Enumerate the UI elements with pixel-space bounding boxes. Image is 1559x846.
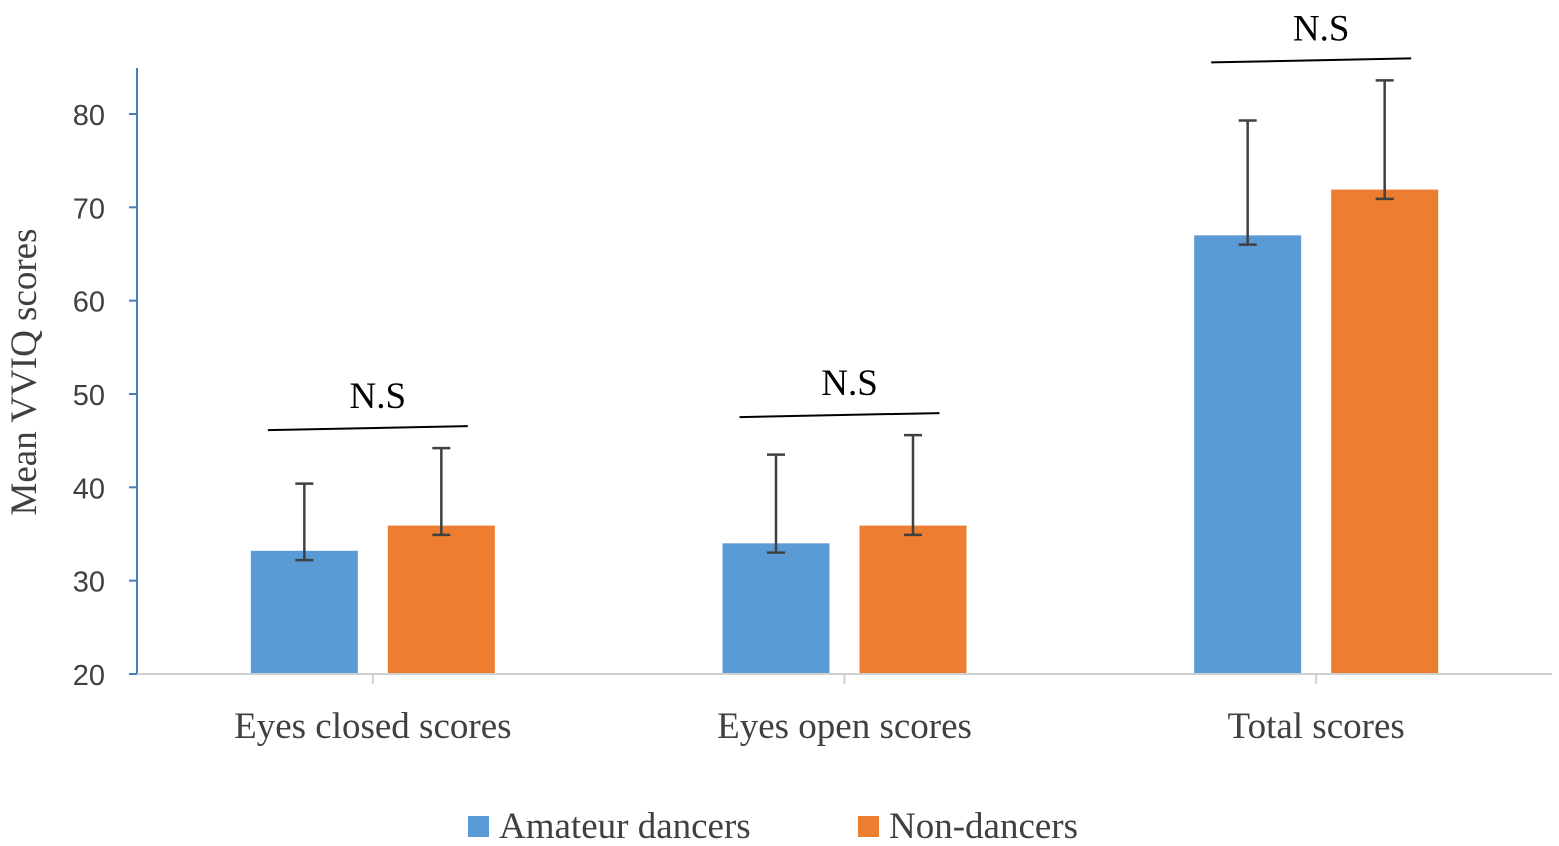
axes-layer [136, 68, 1552, 684]
significance-layer: N.S N.S N.S [267, 8, 1412, 432]
x-category-label: Total scores [1228, 706, 1405, 747]
error-bars-layer [295, 79, 1394, 562]
legend: Amateur dancers Non-dancers [468, 806, 1078, 846]
y-tick-label: 30 [73, 567, 105, 599]
bar [387, 525, 495, 674]
y-tick-label: 20 [73, 660, 105, 692]
y-axis-label: Mean VVIQ scores [4, 228, 45, 515]
significance-line [739, 412, 940, 419]
significance-label: N.S [350, 376, 407, 417]
x-category-label: Eyes open scores [717, 706, 972, 747]
bar [722, 543, 830, 674]
significance-line [267, 425, 468, 432]
significance-label: N.S [1293, 8, 1350, 49]
legend-swatch [858, 816, 879, 837]
y-tick-label: 80 [73, 100, 105, 132]
bar [1194, 235, 1302, 675]
legend-label: Amateur dancers [499, 806, 751, 846]
bar [1331, 189, 1439, 674]
y-tick-label: 40 [73, 473, 105, 505]
y-tick-label: 60 [73, 287, 105, 319]
x-categories-layer: Eyes closed scores Eyes open scores Total … [234, 706, 1405, 747]
legend-label: Non-dancers [889, 806, 1078, 846]
significance-label: N.S [821, 363, 878, 404]
x-category-label: Eyes closed scores [234, 706, 511, 747]
y-tick-label: 50 [73, 380, 105, 412]
legend-swatch [468, 816, 489, 837]
bar [250, 550, 358, 674]
y-tick-label: 70 [73, 193, 105, 225]
bar [859, 525, 967, 674]
y-ticks-layer: 20 30 40 50 60 70 80 [73, 100, 137, 692]
bars-layer [250, 189, 1439, 675]
significance-line [1211, 57, 1412, 64]
